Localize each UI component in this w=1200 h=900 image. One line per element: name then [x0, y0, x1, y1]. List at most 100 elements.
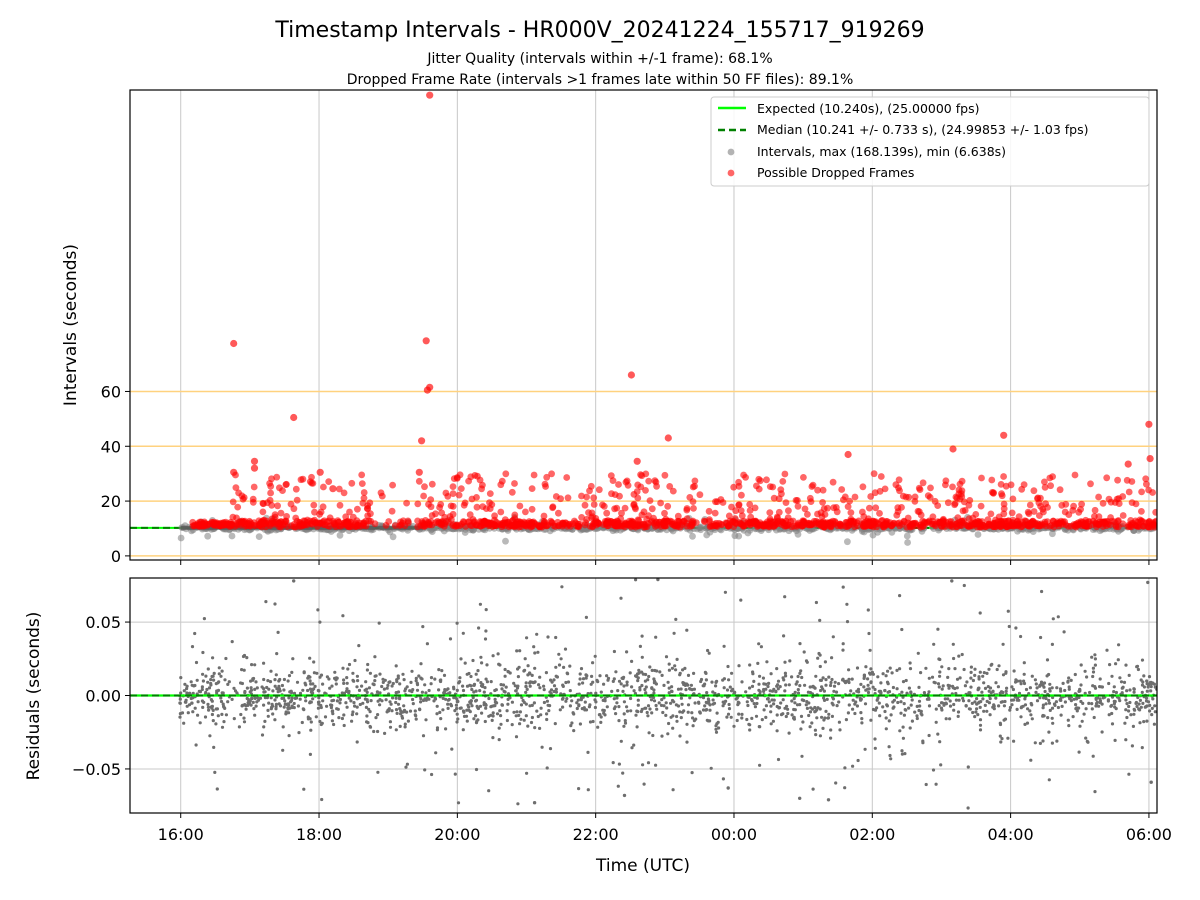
residual-point: [503, 674, 507, 678]
residual-point: [771, 719, 776, 723]
dropped-frame-point: [344, 518, 351, 526]
dropped-frame-point: [637, 471, 644, 479]
residual-point: [988, 713, 992, 717]
residual-point: [617, 679, 622, 683]
residuals-y-ticks: −0.050.000.05: [72, 613, 130, 779]
residual-point: [356, 679, 360, 683]
residual-point: [538, 686, 542, 690]
dropped-frame-point: [876, 487, 884, 495]
residual-point: [555, 675, 560, 679]
residual-point: [391, 681, 395, 686]
dropped-frame-point: [641, 521, 649, 529]
residual-point: [776, 757, 781, 762]
dropped-frame-point: [998, 490, 1005, 498]
dropped-frame-point: [549, 503, 557, 511]
residual-point: [533, 726, 537, 730]
dropped-frame-point: [994, 518, 1002, 525]
residual-point: [944, 717, 948, 721]
residual-point: [479, 655, 483, 659]
dropped-frame-point: [311, 508, 318, 516]
residual-point: [1140, 746, 1144, 750]
residual-point: [419, 662, 423, 666]
residual-point: [671, 726, 675, 730]
residual-point: [251, 700, 255, 705]
residual-point: [932, 642, 936, 646]
residual-point: [470, 704, 474, 708]
residual-point: [401, 672, 405, 676]
residual-point: [390, 684, 394, 688]
residual-point: [927, 690, 931, 694]
residual-point: [636, 698, 640, 702]
residual-point: [1041, 683, 1045, 688]
residual-point: [394, 664, 398, 668]
residual-point: [206, 705, 210, 709]
dropped-frame-point: [438, 509, 446, 517]
dropped-frame-point: [819, 486, 827, 494]
dropped-frame-point: [781, 522, 788, 530]
residual-point: [611, 679, 615, 684]
residual-point: [961, 696, 965, 700]
dropped-frame-point: [1050, 523, 1058, 531]
dropped-frame-point: [637, 483, 645, 491]
residual-point: [952, 702, 956, 707]
residual-point: [746, 703, 750, 708]
residual-point: [955, 686, 959, 690]
residual-point: [818, 678, 823, 682]
residual-point: [799, 714, 804, 719]
residual-point: [1091, 666, 1095, 670]
residual-point: [1067, 687, 1071, 691]
dropped-frame-point: [293, 496, 301, 504]
residual-point: [859, 711, 863, 715]
residual-point: [636, 703, 640, 707]
residual-point: [871, 685, 875, 689]
dropped-frame-point: [942, 477, 950, 485]
dropped-frame-point: [467, 522, 474, 529]
residual-point: [830, 656, 834, 660]
dropped-frame-point: [770, 494, 778, 502]
residual-point: [552, 684, 557, 688]
residual-point: [590, 674, 594, 679]
residual-point: [403, 725, 407, 729]
dropped-frame-point: [603, 509, 611, 517]
residual-outlier: [1149, 780, 1153, 784]
dropped-frame-point: [452, 523, 459, 530]
residual-point: [1044, 696, 1048, 701]
residual-point: [823, 716, 827, 720]
residual-point: [383, 731, 387, 736]
residual-point: [843, 766, 847, 770]
residual-point: [881, 672, 885, 676]
residual-point: [530, 715, 535, 720]
residual-point: [386, 683, 390, 688]
residual-point: [633, 691, 638, 696]
intervals-points: [177, 91, 1157, 546]
residual-point: [588, 720, 593, 724]
residual-point: [580, 707, 584, 711]
residual-point: [907, 686, 912, 690]
residual-point: [728, 685, 732, 689]
residual-point: [704, 700, 708, 705]
dropped-frame-point: [987, 510, 995, 518]
dropped-frame-point: [739, 522, 747, 530]
residual-point: [784, 683, 788, 687]
residual-point: [621, 771, 625, 775]
dropped-frame-point: [583, 493, 590, 501]
dropped-frame-point: [866, 504, 873, 512]
residual-point: [1007, 624, 1011, 629]
residual-point: [622, 724, 626, 728]
residual-point: [616, 689, 620, 693]
residual-point: [243, 691, 247, 695]
residual-point: [444, 697, 448, 701]
residual-point: [685, 628, 689, 632]
residual-point: [209, 681, 213, 686]
residual-point: [985, 671, 989, 676]
residual-point: [946, 697, 950, 701]
residual-point: [628, 671, 632, 675]
residual-point: [630, 746, 634, 750]
dropped-frame-point: [661, 521, 669, 528]
residual-point: [785, 704, 789, 708]
residual-point: [419, 697, 423, 701]
residual-point: [969, 685, 973, 689]
residual-point: [827, 712, 831, 716]
residual-point: [578, 677, 582, 681]
residual-point: [330, 684, 334, 688]
